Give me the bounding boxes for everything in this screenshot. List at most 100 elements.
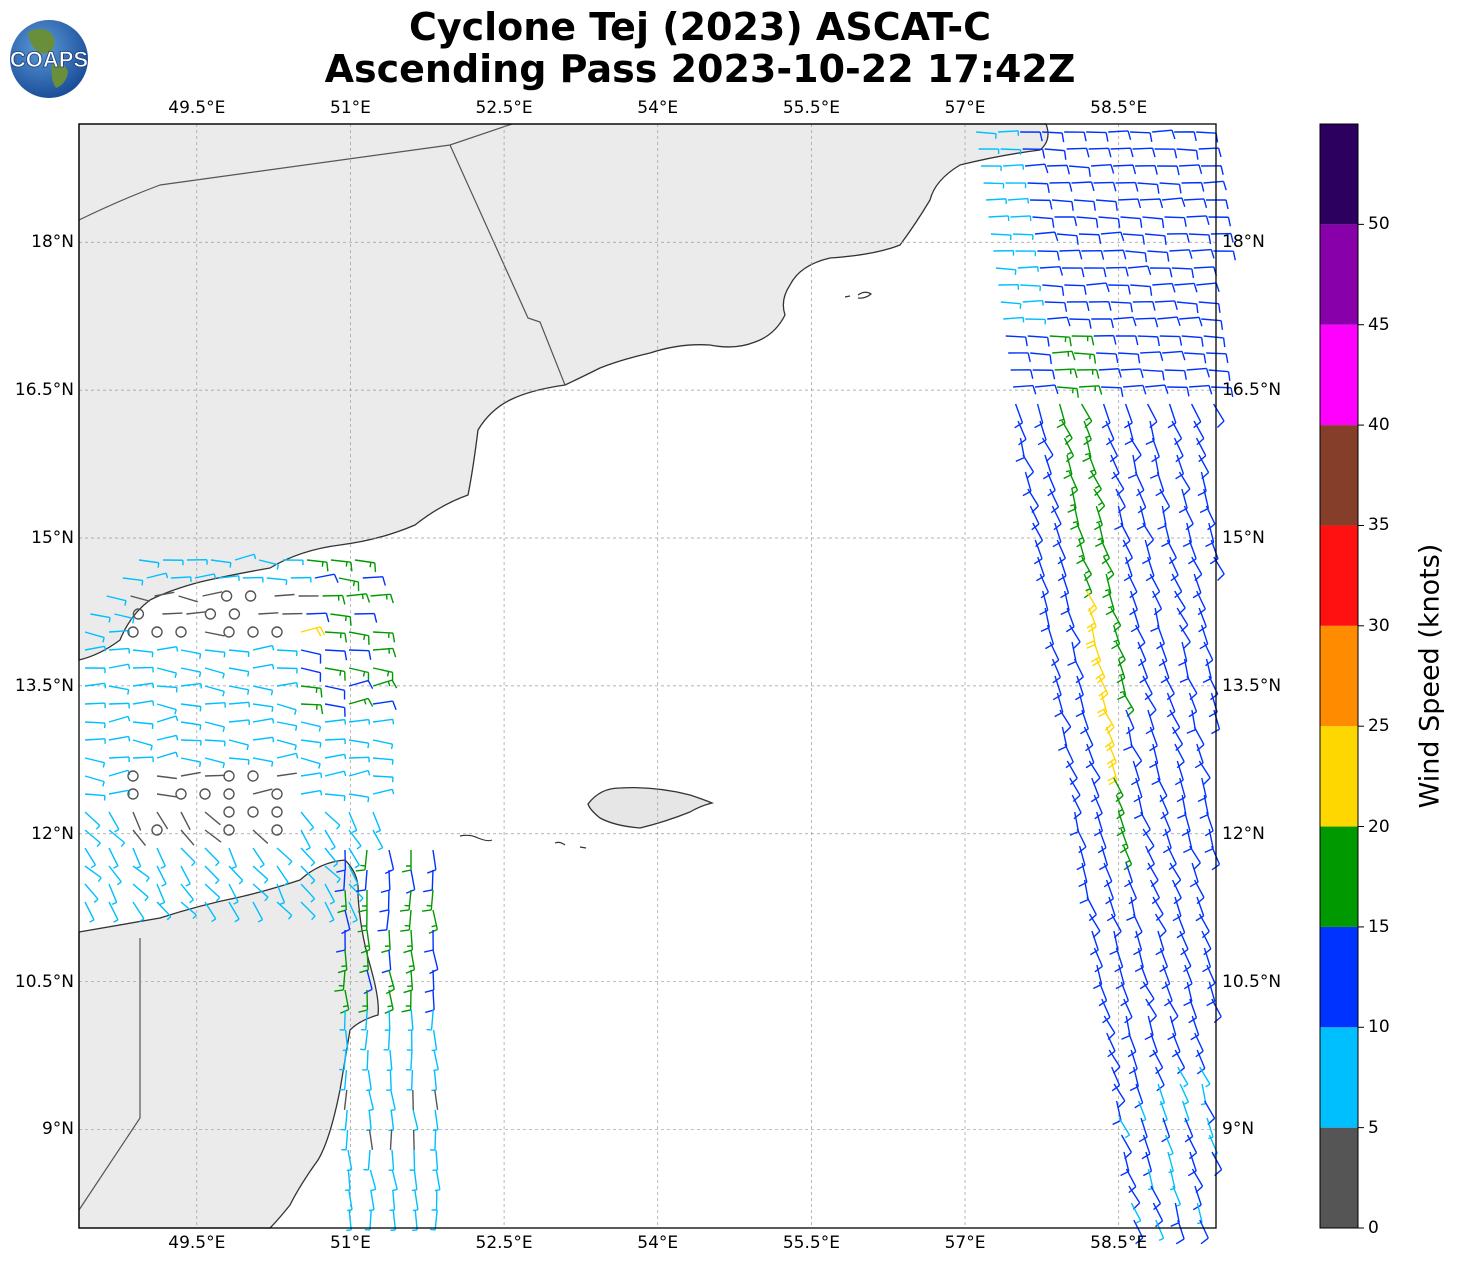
wind-barb bbox=[1093, 811, 1104, 837]
wind-barb bbox=[383, 1029, 391, 1051]
wind-barb bbox=[1140, 811, 1151, 837]
wind-barb bbox=[122, 577, 144, 586]
wind-barb bbox=[108, 883, 118, 906]
wind-barb bbox=[1190, 1015, 1200, 1041]
wind-barb bbox=[84, 865, 102, 883]
wind-barb bbox=[108, 847, 119, 869]
wind-barb bbox=[1181, 947, 1192, 973]
wind-barb bbox=[1049, 335, 1072, 347]
wind-barb bbox=[339, 1009, 346, 1031]
wind-barb bbox=[1079, 385, 1103, 395]
wind-barb bbox=[390, 1209, 397, 1232]
wind-barb bbox=[175, 788, 187, 800]
wind-barb bbox=[1172, 896, 1182, 922]
wind-barb bbox=[389, 1129, 393, 1151]
wind-barb bbox=[1133, 930, 1143, 956]
wind-barb bbox=[84, 829, 101, 848]
wind-barb bbox=[1130, 743, 1143, 768]
lat-tick-label-right: 9°N bbox=[1222, 1119, 1255, 1140]
wind-barb bbox=[1183, 198, 1208, 208]
wind-barb bbox=[377, 909, 390, 932]
wind-barb bbox=[1154, 300, 1178, 310]
wind-barb bbox=[1110, 607, 1122, 633]
lat-tick-label-left: 18°N bbox=[31, 232, 74, 253]
wind-barb bbox=[1065, 607, 1075, 633]
wind-barb bbox=[1190, 403, 1202, 429]
wind-barb bbox=[1183, 828, 1193, 854]
wind-barb bbox=[1122, 233, 1145, 245]
wind-barb bbox=[1152, 129, 1176, 140]
wind-barb bbox=[180, 829, 195, 846]
wind-barb bbox=[347, 1189, 353, 1212]
wind-barb bbox=[1124, 403, 1133, 429]
wind-barb bbox=[1205, 505, 1216, 531]
wind-barb bbox=[1075, 675, 1084, 701]
wind-barb bbox=[1051, 505, 1062, 531]
wind-barb bbox=[1179, 624, 1191, 649]
wind-barb bbox=[372, 700, 397, 710]
wind-barb bbox=[1142, 369, 1165, 381]
wind-barb bbox=[1181, 811, 1191, 837]
wind-barb bbox=[1064, 131, 1087, 142]
wind-barb bbox=[1123, 998, 1133, 1024]
wind-barb bbox=[84, 721, 106, 729]
colorbar-tick-label: 40 bbox=[1368, 415, 1390, 436]
wind-barb bbox=[1186, 709, 1197, 734]
wind-barb bbox=[998, 284, 1020, 290]
wind-barb bbox=[127, 626, 139, 638]
wind-barb bbox=[1157, 165, 1180, 176]
wind-barb bbox=[1161, 197, 1186, 207]
wind-barb bbox=[1010, 215, 1032, 221]
wind-barb bbox=[1081, 249, 1105, 260]
wind-barb bbox=[1164, 369, 1187, 380]
wind-barb bbox=[300, 883, 316, 903]
wind-barb bbox=[1189, 384, 1213, 395]
wind-barb bbox=[1091, 163, 1115, 174]
wind-barb bbox=[324, 865, 341, 884]
wind-barb bbox=[1120, 368, 1144, 378]
wind-barb bbox=[204, 865, 220, 885]
wind-barb bbox=[358, 989, 369, 1013]
wind-barb bbox=[84, 738, 106, 744]
colorbar-tick-label: 35 bbox=[1368, 515, 1390, 536]
wind-barb bbox=[1206, 352, 1229, 364]
wind-barb bbox=[1196, 131, 1219, 143]
wind-barb bbox=[1188, 998, 1198, 1024]
wind-barb bbox=[180, 757, 202, 768]
wind-barb bbox=[1200, 1083, 1207, 1106]
wind-barb bbox=[300, 721, 322, 732]
wind-barb bbox=[356, 869, 368, 892]
wind-barb bbox=[1164, 1134, 1174, 1157]
wind-barb bbox=[1125, 709, 1135, 735]
wind-barb bbox=[1181, 335, 1204, 347]
wind-barb bbox=[199, 788, 211, 800]
lat-tick-label-left: 16.5°N bbox=[14, 380, 74, 401]
wind-barb bbox=[409, 1149, 416, 1171]
wind-barb bbox=[1098, 368, 1122, 378]
wind-barb bbox=[1103, 709, 1115, 735]
wind-barb bbox=[1179, 1083, 1190, 1105]
wind-barb bbox=[336, 849, 347, 873]
wind-barb bbox=[1201, 930, 1212, 956]
wind-barb bbox=[1175, 454, 1185, 480]
wind-barb bbox=[433, 1049, 439, 1072]
wind-barb bbox=[132, 865, 150, 883]
wind-barb bbox=[1199, 1066, 1211, 1088]
wind-barb bbox=[1144, 692, 1157, 717]
wind-barb bbox=[334, 869, 346, 893]
wind-barb bbox=[1128, 1185, 1141, 1210]
wind-barb bbox=[132, 739, 153, 751]
wind-barb bbox=[1155, 1219, 1165, 1242]
wind-barb bbox=[228, 865, 244, 885]
lat-tick-label-right: 10.5°N bbox=[1222, 971, 1282, 992]
wind-barb bbox=[372, 631, 396, 643]
wind-barb bbox=[276, 681, 299, 688]
wind-barb bbox=[1130, 131, 1153, 143]
wind-barb bbox=[1150, 1185, 1162, 1211]
wind-barb bbox=[84, 667, 106, 674]
wind-barb bbox=[1044, 148, 1067, 160]
wind-barb bbox=[1157, 777, 1168, 803]
wind-barb bbox=[1015, 437, 1025, 462]
wind-barb bbox=[1088, 760, 1101, 785]
wind-barb bbox=[434, 1089, 439, 1110]
